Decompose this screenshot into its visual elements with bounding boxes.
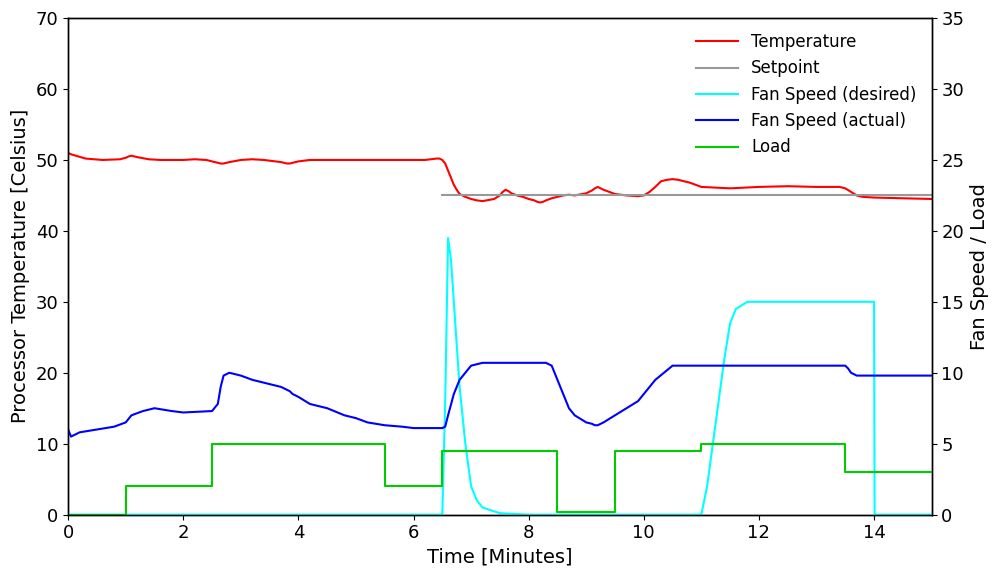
Temperature bbox=[926, 195, 938, 202]
Line: Fan Speed (desired): Fan Speed (desired) bbox=[68, 238, 932, 514]
Fan Speed (actual) bbox=[926, 372, 938, 379]
Legend: Temperature, Setpoint, Fan Speed (desired), Fan Speed (actual), Load: Temperature, Setpoint, Fan Speed (desire… bbox=[690, 27, 923, 163]
Fan Speed (desired) bbox=[445, 256, 457, 263]
Load bbox=[551, 447, 563, 454]
Fan Speed (desired) bbox=[862, 298, 874, 305]
Load bbox=[839, 440, 851, 447]
Fan Speed (actual) bbox=[465, 362, 477, 369]
Fan Speed (desired) bbox=[810, 298, 822, 305]
Fan Speed (actual) bbox=[609, 412, 621, 419]
Load bbox=[62, 511, 74, 518]
Fan Speed (desired) bbox=[448, 298, 460, 305]
Load bbox=[695, 440, 707, 447]
Load bbox=[206, 483, 218, 490]
Fan Speed (desired) bbox=[695, 511, 707, 518]
Load bbox=[695, 447, 707, 454]
Fan Speed (desired) bbox=[869, 511, 881, 518]
Fan Speed (desired) bbox=[471, 497, 483, 504]
Fan Speed (desired) bbox=[724, 320, 736, 327]
Load bbox=[120, 511, 132, 518]
Fan Speed (desired) bbox=[459, 440, 471, 447]
Fan Speed (actual) bbox=[218, 372, 230, 379]
Setpoint bbox=[436, 192, 448, 199]
Load bbox=[436, 483, 448, 490]
Load bbox=[926, 469, 938, 476]
Fan Speed (desired) bbox=[701, 483, 713, 490]
Load bbox=[206, 440, 218, 447]
Load bbox=[839, 469, 851, 476]
Fan Speed (desired) bbox=[436, 511, 448, 518]
Fan Speed (desired) bbox=[523, 511, 535, 518]
Fan Speed (desired) bbox=[477, 504, 489, 511]
Fan Speed (actual) bbox=[338, 412, 350, 419]
Fan Speed (desired) bbox=[436, 511, 448, 518]
Temperature bbox=[580, 190, 592, 197]
Fan Speed (desired) bbox=[454, 383, 466, 390]
Fan Speed (desired) bbox=[451, 341, 463, 348]
Fan Speed (desired) bbox=[707, 440, 719, 447]
Temperature bbox=[690, 181, 702, 188]
Fan Speed (desired) bbox=[718, 355, 730, 362]
Temperature bbox=[62, 149, 74, 156]
Fan Speed (desired) bbox=[741, 298, 753, 305]
Line: Fan Speed (actual): Fan Speed (actual) bbox=[68, 363, 932, 436]
Fan Speed (desired) bbox=[753, 298, 765, 305]
Y-axis label: Fan Speed / Load: Fan Speed / Load bbox=[970, 183, 989, 350]
Temperature bbox=[523, 195, 535, 202]
Fan Speed (actual) bbox=[65, 433, 77, 440]
Fan Speed (desired) bbox=[62, 511, 74, 518]
Fan Speed (actual) bbox=[62, 426, 74, 433]
Fan Speed (desired) bbox=[713, 398, 725, 405]
Fan Speed (desired) bbox=[442, 235, 454, 242]
Fan Speed (desired) bbox=[465, 483, 477, 490]
Temperature bbox=[534, 199, 546, 206]
Load bbox=[379, 440, 391, 447]
Line: Load: Load bbox=[68, 444, 932, 514]
Temperature bbox=[551, 194, 563, 201]
Line: Temperature: Temperature bbox=[68, 153, 932, 202]
Fan Speed (actual) bbox=[436, 425, 448, 432]
Load bbox=[436, 447, 448, 454]
Load bbox=[609, 508, 621, 515]
Fan Speed (desired) bbox=[439, 398, 451, 405]
Fan Speed (desired) bbox=[730, 305, 742, 312]
Y-axis label: Processor Temperature [Celsius]: Processor Temperature [Celsius] bbox=[11, 109, 30, 424]
Fan Speed (actual) bbox=[477, 360, 489, 366]
Load bbox=[379, 483, 391, 490]
Setpoint bbox=[926, 192, 938, 199]
Fan Speed (desired) bbox=[926, 511, 938, 518]
Fan Speed (actual) bbox=[125, 412, 137, 419]
Temperature bbox=[517, 194, 529, 201]
Temperature bbox=[97, 157, 109, 164]
Load bbox=[120, 483, 132, 490]
X-axis label: Time [Minutes]: Time [Minutes] bbox=[427, 548, 573, 567]
Fan Speed (desired) bbox=[494, 510, 506, 517]
Load bbox=[609, 447, 621, 454]
Load bbox=[551, 508, 563, 515]
Fan Speed (desired) bbox=[695, 511, 707, 518]
Fan Speed (desired) bbox=[868, 298, 880, 305]
